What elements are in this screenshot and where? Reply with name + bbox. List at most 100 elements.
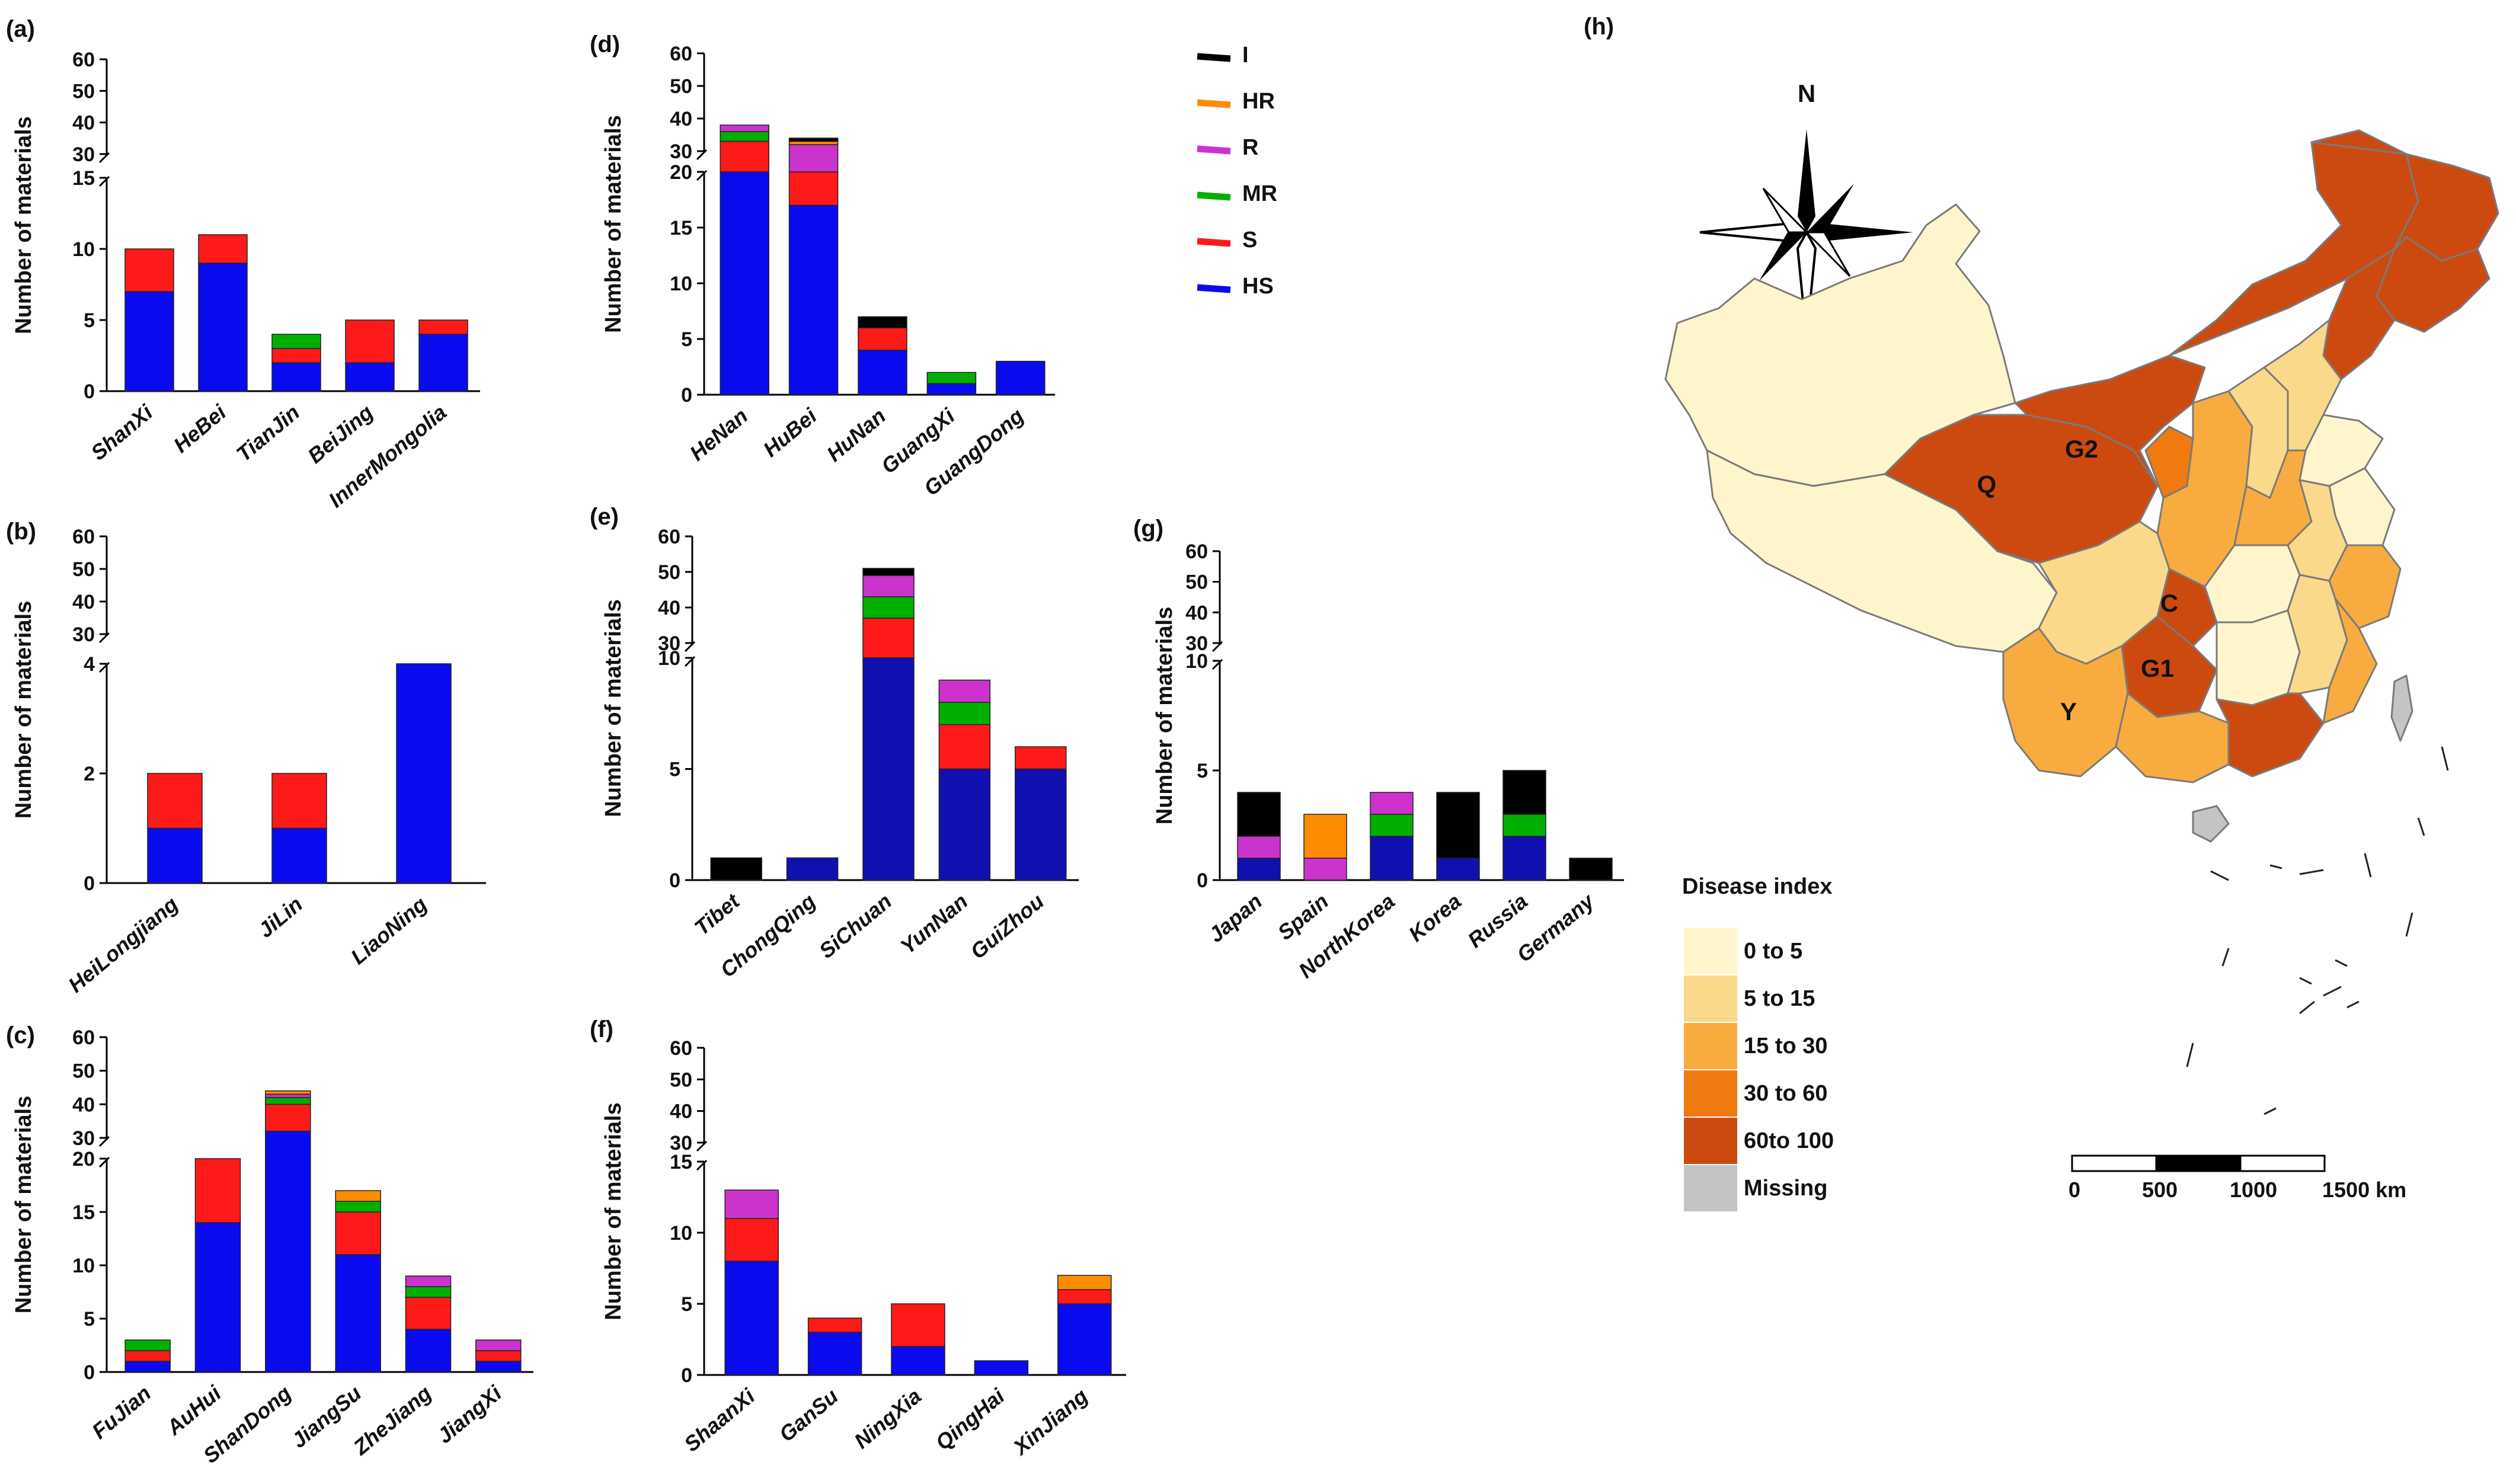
- bar-d-HeNan-R: [720, 124, 769, 132]
- y-tick-label: 60: [658, 526, 680, 548]
- bar-b-LiaoNing-HS: [396, 663, 452, 884]
- bar-c-JiangXi-HS: [475, 1361, 522, 1373]
- bar-c-ShanDong-HS: [265, 1130, 311, 1373]
- x-tick-label: SiChuan: [814, 889, 896, 963]
- axis-break-upper-a: [98, 152, 110, 164]
- bar-c-JiangXi-S: [475, 1350, 522, 1362]
- x-tick-label: ZheJiang: [348, 1381, 436, 1460]
- x-tick-label: JiangXi: [433, 1380, 507, 1448]
- bar-c-FuJian-MR: [124, 1339, 171, 1351]
- axis-break-upper-c: [98, 1136, 110, 1147]
- x-tick-label: GanSu: [775, 1384, 843, 1447]
- x-tick-label: HeiLongjiang: [63, 892, 183, 997]
- y-axis-label-f: Number of materials: [601, 1102, 626, 1320]
- x-tick-label: HuBei: [759, 403, 822, 462]
- bar-c-JiangSu-MR: [335, 1201, 381, 1213]
- y-tick-label: 30: [1185, 632, 1208, 655]
- bar-e-SiChuan-S: [862, 618, 915, 658]
- y-tick-label: 40: [72, 112, 95, 135]
- bar-a-ShanXi-S: [124, 248, 174, 292]
- bar-d-HuNan-I: [858, 316, 907, 328]
- map-legend-label-3: 30 to 60: [1744, 1081, 1828, 1106]
- bar-a-ShanXi-HS: [124, 291, 174, 392]
- bar-c-JiangSu-HR: [335, 1190, 381, 1202]
- y-axis-label-e: Number of materials: [601, 599, 626, 817]
- region-guangdong: [2216, 692, 2325, 778]
- bar-d-HuBei-I: [788, 137, 839, 142]
- y-tick-label: 5: [681, 328, 692, 351]
- axis-break-lower-g: [1211, 658, 1223, 670]
- legend-label-MR: MR: [1242, 181, 1277, 206]
- y-tick-label: 10: [658, 647, 680, 670]
- x-tick-label: Spain: [1273, 889, 1333, 945]
- region-label-y: Y: [2060, 698, 2077, 725]
- bar-d-HuBei-R: [788, 144, 839, 172]
- y-tick-label: 10: [670, 1222, 692, 1245]
- x-tick-label: TianJin: [232, 400, 304, 466]
- map-legend-swatch-0: [1683, 927, 1738, 976]
- south-sea-islands: [2186, 746, 2449, 1115]
- region-label-c: C: [2160, 589, 2178, 617]
- y-tick-label: 15: [72, 1201, 95, 1224]
- legend-label-R: R: [1242, 135, 1258, 160]
- y-tick-label: 0: [669, 869, 680, 892]
- x-tick-label: JiLin: [253, 892, 307, 942]
- bar-e-SiChuan-I: [862, 568, 915, 576]
- y-tick-label: 40: [670, 1101, 692, 1123]
- bar-e-YunNan-MR: [938, 702, 991, 725]
- bar-g-Spain-HR: [1303, 814, 1347, 859]
- map-legend-swatch-2: [1683, 1022, 1738, 1070]
- y-tick-label: 60: [1185, 540, 1208, 563]
- y-tick-label: 20: [670, 161, 692, 184]
- panel-label-a: (a): [6, 16, 35, 42]
- panel-label-d: (d): [590, 31, 620, 57]
- map-legend-label-5: Missing: [1744, 1176, 1827, 1201]
- y-tick-label: 5: [84, 1308, 95, 1331]
- bar-d-HeNan-MR: [720, 131, 769, 142]
- y-axis-label-d: Number of materials: [601, 115, 626, 332]
- bar-f-XinJiang-HS: [1057, 1303, 1112, 1376]
- axis-break-lower-d: [696, 169, 708, 181]
- region-label-g2: G2: [2065, 435, 2098, 463]
- bar-e-YunNan-S: [938, 724, 991, 770]
- y-tick-label: 5: [84, 309, 95, 332]
- bar-a-TianJin-S: [271, 348, 321, 363]
- y-tick-label: 60: [670, 1037, 692, 1060]
- axis-break-lower-a: [98, 175, 110, 187]
- bar-e-Tibet-I: [710, 857, 762, 881]
- y-tick-label: 30: [72, 143, 95, 166]
- bar-g-Korea-I: [1436, 792, 1480, 859]
- y-tick-label: 40: [658, 597, 680, 619]
- charts-layer: (a)Number of materials05101530405060Shan…: [6, 16, 1624, 1468]
- y-tick-label: 40: [72, 591, 95, 613]
- x-tick-label: XinJiang: [1008, 1384, 1092, 1460]
- axis-break-lower-e: [684, 655, 696, 667]
- scale-label-1000: 1000: [2230, 1178, 2277, 1202]
- region-hainan: [2192, 805, 2230, 843]
- north-arrow-icon: [1699, 129, 1913, 338]
- bar-c-ZheJiang-MR: [405, 1286, 452, 1298]
- bar-e-YunNan-R: [938, 679, 991, 703]
- y-axis-label-g: Number of materials: [1152, 607, 1177, 824]
- bar-d-HuBei-S: [788, 171, 839, 206]
- axis-break-upper-f: [696, 1140, 708, 1152]
- bar-f-ShaanXi-R: [724, 1189, 779, 1219]
- map-regions: [1664, 129, 2499, 843]
- map-legend-label-1: 5 to 15: [1744, 986, 1815, 1011]
- y-tick-label: 10: [670, 273, 692, 295]
- scale-label-0: 0: [2069, 1178, 2080, 1202]
- china-disease-map: (h) N: [1584, 14, 2499, 1213]
- bar-a-InnerMongolia-HS: [418, 334, 468, 392]
- y-tick-label: 0: [84, 380, 95, 403]
- scale-label-1500: 1500 km: [2322, 1178, 2406, 1202]
- axis-break-lower-b: [98, 661, 110, 673]
- y-tick-label: 20: [72, 1148, 95, 1170]
- y-tick-label: 15: [670, 217, 692, 239]
- bar-c-ShanDong-HR: [265, 1090, 311, 1095]
- map-legend-label-0: 0 to 5: [1744, 939, 1802, 964]
- y-tick-label: 0: [681, 1364, 692, 1387]
- y-tick-label: 0: [1197, 869, 1208, 892]
